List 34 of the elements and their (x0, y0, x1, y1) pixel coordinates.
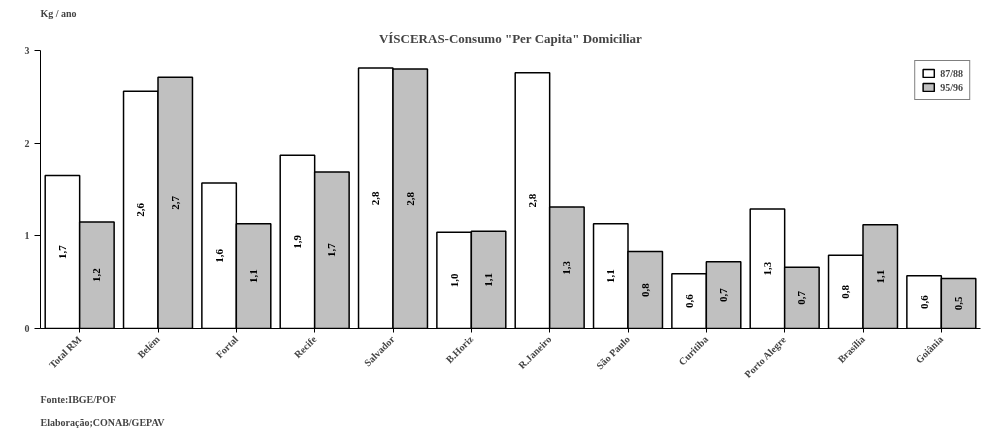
chart-title: VÍSCERAS-Consumo "Per Capita" Domiciliar (378, 30, 643, 46)
y-axis-title: Kg / ano (40, 7, 77, 19)
data-label: 0,7 (795, 290, 808, 305)
data-label: 2,8 (369, 190, 382, 206)
data-label: 1,7 (55, 244, 68, 259)
data-label: 1,6 (212, 248, 225, 263)
data-label: 0,8 (638, 282, 651, 297)
data-label: 1,1 (482, 272, 495, 287)
data-label: 0,7 (717, 287, 730, 303)
data-label: 2,8 (525, 193, 538, 208)
data-label: 2,6 (134, 202, 147, 217)
data-label: 2,7 (168, 195, 181, 210)
data-label: 1,1 (873, 269, 886, 284)
data-label: 1,1 (247, 269, 260, 284)
data-label: 1,7 (325, 242, 338, 258)
source-note: Fonte:IBGE/POF (40, 393, 117, 405)
data-label: 0,6 (917, 294, 930, 309)
data-label: 2,8 (403, 191, 416, 206)
data-label: 0,6 (682, 293, 695, 309)
legend-label: 95/96 (940, 81, 963, 93)
text: Elaboração;CONAB/GEPAV (40, 416, 166, 428)
data-label: 1,2 (90, 267, 103, 283)
data-label: 1,3 (560, 260, 573, 275)
y-tick-label: 0 (24, 323, 30, 334)
data-label: 0,8 (839, 284, 852, 299)
data-label: 1,1 (604, 269, 617, 284)
y-tick-label: 2 (24, 137, 30, 149)
legend-label: 87/88 (940, 67, 963, 79)
y-tick-label: 1 (24, 230, 30, 242)
data-label: 1,3 (760, 261, 773, 276)
data-label: 1,9 (290, 234, 303, 249)
data-label: 0,5 (952, 296, 965, 311)
data-label: 1,0 (447, 272, 460, 288)
y-tick-label: 3 (24, 45, 30, 56)
